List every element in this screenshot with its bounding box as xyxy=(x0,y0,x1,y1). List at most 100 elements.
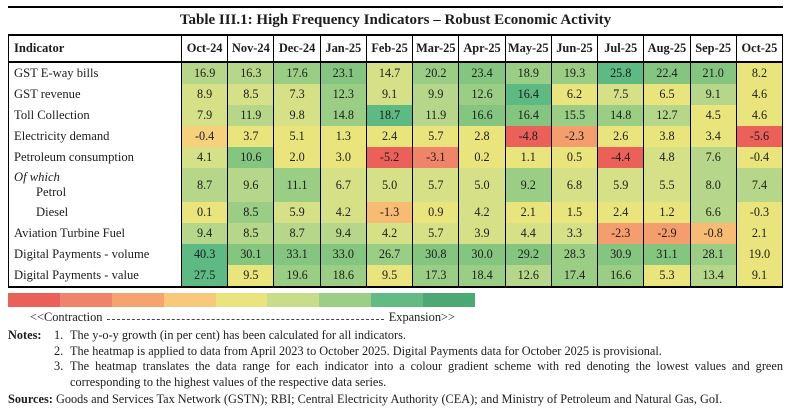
indicator-label: Digital Payments - volume xyxy=(9,244,181,265)
heatmap-cell: 4.6 xyxy=(735,105,783,126)
heatmap-cell: 16.3 xyxy=(227,63,274,84)
table-row: Aviation Turbine Fuel 9.4 8.5 8.7 9.4 4.2 5.7 3… xyxy=(9,223,783,244)
legend-color-segment xyxy=(371,293,424,307)
legend-color-segment xyxy=(319,293,372,307)
indicator-label: Diesel xyxy=(9,202,181,223)
heatmap-cell: 8.5 xyxy=(227,84,274,105)
heatmap-cell: 12.7 xyxy=(643,105,690,126)
heatmap-cell: -0.4 xyxy=(181,126,228,147)
heatmap-cell: 1.5 xyxy=(550,202,598,223)
expansion-label: Expansion>> xyxy=(388,310,455,324)
heatmap-cell: 8.5 xyxy=(227,202,274,223)
heatmap-cell: 22.4 xyxy=(643,63,690,84)
heatmap-cell: 30.8 xyxy=(412,244,459,265)
heatmap-cell: -5.2 xyxy=(365,147,413,168)
heatmap-cell: 3.8 xyxy=(643,126,690,147)
column-header: Feb-25 xyxy=(365,36,412,61)
heatmap-cell: 27.5 xyxy=(181,265,228,286)
heatmap-cell: 14.8 xyxy=(319,105,366,126)
table-row: Electricity demand -0.4 3.7 5.1 1.3 2.4 5.7 2.8… xyxy=(9,126,783,147)
heatmap-cell: 3.3 xyxy=(550,223,598,244)
table-row: GST revenue 8.9 8.5 7.3 12.3 9.1 9.9 12.6 16.4 6.… xyxy=(9,84,783,105)
indicator-label: GST revenue xyxy=(9,84,181,105)
heatmap-cell: 26.7 xyxy=(365,244,413,265)
heatmap-cell: 4.5 xyxy=(689,105,736,126)
heatmap-cell: 6.2 xyxy=(550,84,598,105)
heatmap-cell: 11.9 xyxy=(412,105,459,126)
heatmap-cell: 3.7 xyxy=(227,126,274,147)
heatmap-cell: 4.2 xyxy=(365,223,413,244)
table-title: Table III.1: High Frequency Indicators –… xyxy=(179,12,612,28)
heatmap-cell: 16.4 xyxy=(504,105,551,126)
heatmap-cell: 14.8 xyxy=(597,105,644,126)
heatmap-cell: 4.8 xyxy=(643,147,690,168)
heatmap-cell: 14.7 xyxy=(365,63,413,84)
table-figure: Table III.1: High Frequency Indicators –… xyxy=(0,6,791,411)
heatmap-cell: 4.4 xyxy=(504,223,551,244)
heatmap-cell: 12.6 xyxy=(504,265,551,286)
heatmap-cell: 2.0 xyxy=(273,147,320,168)
column-header: Oct-25 xyxy=(735,36,782,61)
heatmap-cell: -0.3 xyxy=(735,202,783,223)
heatmap-cell: 18.9 xyxy=(504,63,551,84)
heatmap-cell: 7.9 xyxy=(181,105,228,126)
heatmap-cell: 18.7 xyxy=(365,105,413,126)
heatmap-cell: 9.1 xyxy=(365,84,413,105)
heatmap-cell: 25.8 xyxy=(597,63,644,84)
notes-list: 1. The y-o-y growth (in per cent) has bee… xyxy=(54,328,783,391)
heatmap-cell: 8.0 xyxy=(689,168,736,202)
heatmap-cell: 8.7 xyxy=(273,223,320,244)
heatmap-cell: -4.4 xyxy=(597,147,644,168)
of-which-label: Of which xyxy=(14,170,60,184)
heatmap-cell: 6.5 xyxy=(643,84,690,105)
legend-dash-line xyxy=(107,319,384,320)
heatmap-cell: -1.3 xyxy=(365,202,413,223)
heatmap-cell: 4.2 xyxy=(319,202,366,223)
heatmap-cell: 40.3 xyxy=(181,244,228,265)
top-rule xyxy=(8,6,783,8)
indicator-label: Toll Collection xyxy=(9,105,181,126)
heatmap-cell: 28.3 xyxy=(550,244,598,265)
heatmap-cell: 1.2 xyxy=(643,202,690,223)
table-row: Petroleum consumption 4.1 10.6 2.0 3.0 -5.2 -3… xyxy=(9,147,783,168)
heatmap-cell: 4.1 xyxy=(181,147,228,168)
heatmap-cell: 33.1 xyxy=(273,244,320,265)
legend-color-segment xyxy=(8,293,60,307)
heatmap-cell: 11.9 xyxy=(227,105,274,126)
heatmap-cell: 3.4 xyxy=(689,126,736,147)
indicator-label: Aviation Turbine Fuel xyxy=(9,223,181,244)
table-row: Digital Payments - volume 40.3 30.1 33.1 33.… xyxy=(9,244,783,265)
column-header: Oct-24 xyxy=(181,36,227,61)
heatmap-cell: 16.4 xyxy=(504,84,551,105)
heatmap-cell: 20.2 xyxy=(412,63,459,84)
indicator-header: Indicator xyxy=(9,36,181,61)
heatmap-cell: 9.4 xyxy=(319,223,366,244)
contraction-label: <<Contraction xyxy=(30,310,103,324)
heatmap-cell: 7.4 xyxy=(735,168,783,202)
heatmap-cell: 1.3 xyxy=(319,126,366,147)
note-number: 2. xyxy=(54,343,64,358)
heatmap-cell: -5.6 xyxy=(735,126,783,147)
heatmap-cell: 31.1 xyxy=(643,244,690,265)
heatmap-cell: 9.9 xyxy=(412,84,459,105)
heatmap-cell: 33.0 xyxy=(319,244,366,265)
heatmap-cell: 2.1 xyxy=(504,202,551,223)
heatmap-cell: 23.1 xyxy=(319,63,366,84)
heatmap-cell: 9.5 xyxy=(227,265,274,286)
note-item: 3. The heatmap translates the data range … xyxy=(54,359,783,390)
heatmap-cell: 8.5 xyxy=(227,223,274,244)
table-row: Digital Payments - value 27.5 9.5 19.6 18.6 9… xyxy=(9,265,783,286)
heatmap-cell: -0.8 xyxy=(689,223,736,244)
heatmap-cell: 9.8 xyxy=(273,105,320,126)
indicator-table: Indicator Oct-24 Nov-24 Dec-24 Jan-25 Feb-25 M… xyxy=(8,34,783,288)
heatmap-cell: 30.0 xyxy=(458,244,505,265)
heatmap-cell: 19.3 xyxy=(550,63,598,84)
note-text: The y-o-y growth (in per cent) has been … xyxy=(70,328,406,342)
heatmap-cell: 0.5 xyxy=(550,147,598,168)
column-header: Jun-25 xyxy=(550,36,597,61)
heatmap-cell: 12.6 xyxy=(458,84,505,105)
heatmap-cell: -2.9 xyxy=(643,223,690,244)
heatmap-cell: 8.9 xyxy=(181,84,228,105)
heatmap-cell: 16.6 xyxy=(597,265,644,286)
heatmap-cell: 8.2 xyxy=(735,63,783,84)
